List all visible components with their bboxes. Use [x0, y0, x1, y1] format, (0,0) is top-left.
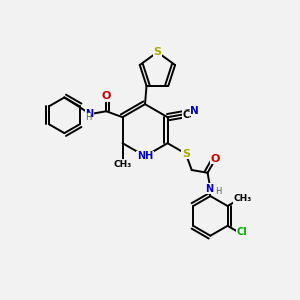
Text: N: N [85, 109, 93, 119]
Text: H: H [215, 187, 221, 196]
Text: NH: NH [137, 151, 153, 161]
Text: C: C [182, 110, 190, 120]
Text: CH₃: CH₃ [234, 194, 252, 203]
Text: S: S [153, 47, 161, 57]
Text: N: N [190, 106, 199, 116]
Text: O: O [211, 154, 220, 164]
Text: Cl: Cl [237, 227, 248, 237]
Text: O: O [101, 92, 111, 101]
Text: CH₃: CH₃ [113, 160, 132, 169]
Text: N: N [205, 184, 213, 194]
Text: S: S [182, 149, 190, 159]
Text: H: H [85, 113, 91, 122]
